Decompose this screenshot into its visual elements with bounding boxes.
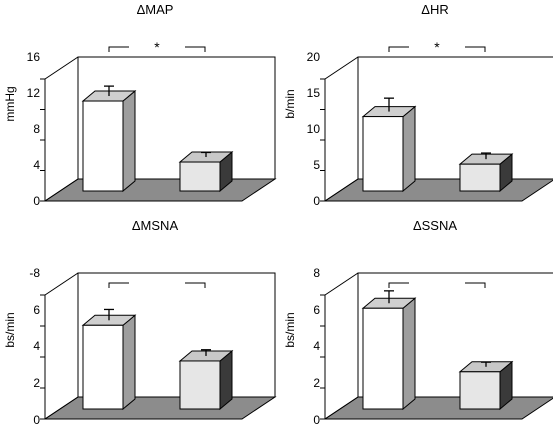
panel-3: ΔSSNA bs/min 0 2 4 6 8 * (283, 218, 553, 427)
significance-bracket-right (185, 282, 206, 288)
floor (43, 396, 277, 420)
panel-title: ΔSSNA (413, 218, 457, 233)
significance-bracket-left (108, 282, 129, 288)
bar-front (362, 116, 404, 192)
plot-area (40, 272, 277, 420)
y-tick-label: 4 (33, 158, 40, 172)
wall-edge-line (44, 56, 79, 80)
y-axis-label: bs/min (3, 312, 17, 347)
panel-1: ΔHR b/min 0 5 10 15 20 * (283, 2, 553, 208)
bar-side (402, 105, 416, 193)
plot-area (320, 46, 553, 202)
significance-bracket-right (185, 46, 206, 52)
y-tick-label: 4 (33, 339, 40, 353)
significance-bracket-left (388, 282, 409, 288)
significance-bracket-left (108, 46, 129, 52)
bar-side (402, 297, 416, 411)
floor (323, 396, 553, 420)
plot-area (40, 46, 277, 202)
panel-title: ΔMAP (137, 2, 174, 17)
y-tick-label: 8 (33, 122, 40, 136)
floor (43, 178, 277, 202)
y-axis-label: mmHg (3, 86, 17, 121)
y-tick-label: 16 (27, 50, 41, 64)
significance-marker: * (154, 39, 160, 55)
floor-edge-line (44, 178, 79, 202)
significance-marker: * (434, 39, 440, 55)
panel-0: ΔMAP mmHg 0 4 8 12 16 * (3, 2, 277, 208)
bar-front (179, 161, 221, 192)
y-tick-label: 0 (313, 194, 320, 208)
bar-front (179, 360, 221, 410)
panel-title: ΔHR (421, 2, 448, 17)
bar-side (122, 89, 136, 193)
floor (323, 178, 553, 202)
wall-edge-line (324, 272, 359, 296)
y-axis-label: b/min (283, 89, 297, 118)
floor-edge-line (324, 178, 359, 202)
bar-front (82, 100, 124, 192)
significance-bracket-right (465, 282, 486, 288)
y-tick-label: 15 (307, 86, 321, 100)
y-tick-label: 0 (33, 194, 40, 208)
bar-front (82, 324, 124, 410)
wall-edge-line (44, 272, 79, 296)
y-tick-label: 6 (33, 303, 40, 317)
y-tick-label: 10 (307, 122, 321, 136)
bar-side (122, 314, 136, 411)
y-tick-label: 12 (27, 86, 41, 100)
panel-title: ΔMSNA (132, 218, 179, 233)
y-tick-label: 4 (313, 339, 320, 353)
y-tick-label: 6 (313, 303, 320, 317)
y-axis-label: bs/min (283, 312, 297, 347)
panel-2: ΔMSNA bs/min 0 2 4 6 -8 * (3, 218, 277, 427)
bar-front (459, 163, 501, 192)
y-tick-label: -8 (29, 266, 40, 280)
plot-area (320, 272, 553, 420)
floor-edge-line (324, 396, 359, 420)
y-tick-label: 2 (313, 376, 320, 390)
y-tick-label: 20 (307, 50, 321, 64)
y-tick-label: 8 (313, 266, 320, 280)
bar-front (459, 371, 501, 410)
y-tick-label: 5 (313, 158, 320, 172)
y-tick-label: 0 (313, 413, 320, 427)
wall-edge-line (324, 56, 359, 80)
y-tick-label: 0 (33, 413, 40, 427)
bar-front (362, 307, 404, 410)
floor-edge-line (44, 396, 79, 420)
significance-bracket-right (465, 46, 486, 52)
significance-bracket-left (388, 46, 409, 52)
y-tick-label: 2 (33, 376, 40, 390)
